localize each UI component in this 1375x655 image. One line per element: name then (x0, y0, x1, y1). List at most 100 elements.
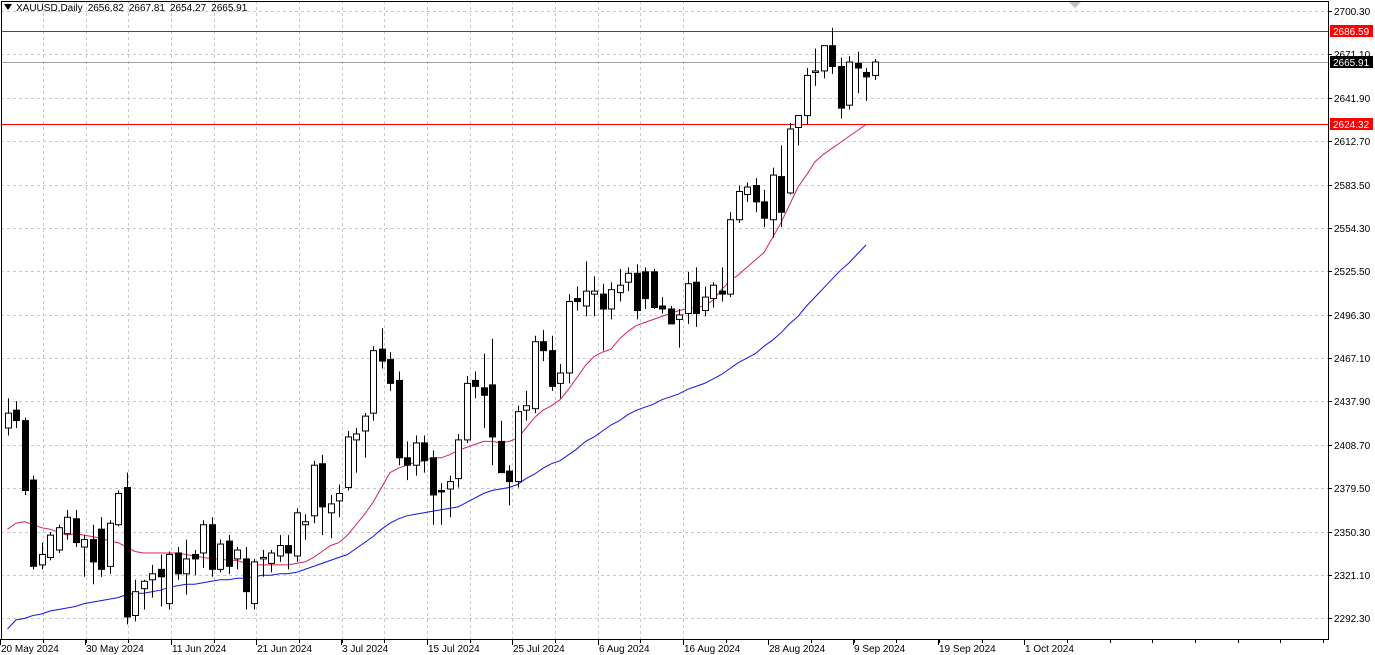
candle (107, 520, 114, 574)
candle-body-bull (710, 284, 717, 300)
candle (523, 390, 530, 421)
price-tags: 2686.59 2624.32 2665.91 (1330, 25, 1373, 131)
candle (855, 51, 862, 94)
candle-body-bear (498, 440, 505, 474)
candle (642, 267, 649, 309)
candle-body-bear (829, 45, 836, 67)
candle (47, 532, 54, 561)
candle (753, 178, 760, 213)
candle (73, 509, 80, 548)
candle-body-bear (175, 552, 182, 575)
candle-body-bull (795, 115, 802, 128)
symbol-label: XAUUSD,Daily (16, 3, 83, 14)
candle (90, 524, 97, 585)
price-tag-bg (1330, 56, 1373, 68)
x-tick-label: 3 Jul 2024 (342, 644, 389, 655)
candle-body-bear (192, 553, 199, 560)
candle-body-bull (328, 503, 335, 514)
candle (472, 371, 479, 399)
candle (268, 550, 275, 573)
candle-body-bull (370, 350, 377, 414)
candle-body-bear (761, 201, 768, 219)
candle-body-bear (404, 457, 411, 466)
candle-body-bull (812, 70, 819, 73)
candle (549, 335, 556, 391)
price-axis: 2700.30 2671.10 2641.90 2612.70 2583.50 2554.… (1328, 7, 1371, 625)
y-tick-label: 2700.30 (1334, 7, 1371, 18)
candle-body-bear (243, 558, 250, 593)
candle (234, 547, 241, 570)
x-tick-label: 16 Aug 2024 (684, 644, 741, 655)
candle (464, 375, 471, 443)
candle (736, 185, 743, 223)
candle-body-bull (787, 128, 794, 194)
candle (430, 450, 437, 525)
x-tick-label: 25 Jul 2024 (513, 644, 565, 655)
level-price-tag: 2624.32 (1330, 118, 1373, 131)
candle-body-bull (115, 492, 122, 526)
candle-body-bull (413, 442, 420, 466)
candle-body-bear (693, 281, 700, 314)
candle-body-bull (345, 436, 352, 489)
x-tick-label: 15 Jul 2024 (428, 644, 480, 655)
dropdown-triangle-icon[interactable] (4, 4, 12, 10)
candle-body-bear (719, 290, 726, 295)
candle (5, 398, 12, 436)
candle-body-bull (608, 289, 615, 310)
candle-body-bear (574, 298, 581, 303)
candle-body-bear (753, 185, 760, 203)
candle (727, 212, 734, 298)
candle (353, 428, 360, 473)
price-tag-label: 2624.32 (1333, 120, 1370, 131)
candle (744, 182, 751, 202)
candle (812, 48, 819, 86)
candle-body-bear (209, 524, 216, 570)
candle-body-bull (770, 174, 777, 221)
candle-body-bear (549, 350, 556, 387)
candle-body-bear (489, 384, 496, 438)
y-tick-label: 2467.10 (1334, 354, 1371, 365)
candle-body-bull (260, 556, 267, 560)
candle (124, 472, 131, 625)
candle (319, 454, 326, 536)
candle-body-bull (81, 539, 88, 548)
candle-body-bear (430, 457, 437, 496)
candle-body-bull (583, 290, 590, 307)
candle (311, 460, 318, 524)
y-tick-label: 2554.30 (1334, 224, 1371, 235)
candle (702, 286, 709, 317)
y-tick-label: 2496.30 (1334, 311, 1371, 322)
candle-body-bull (200, 524, 207, 554)
candle (328, 494, 335, 539)
candle (285, 535, 292, 570)
x-tick-label: 21 Jun 2024 (257, 644, 312, 655)
current-price-tag: 2665.91 (1330, 56, 1373, 69)
price-tag-label: 2665.91 (1333, 58, 1370, 69)
candle (175, 547, 182, 580)
candle (260, 550, 267, 577)
plot-frame (1, 1, 1329, 640)
candle-body-bull (872, 61, 879, 76)
grid (1, 1, 1328, 639)
symbol-info-line: XAUUSD,Daily 2656.82 2667.81 2654.27 2665.91 (4, 3, 252, 14)
candle-body-bull (455, 439, 462, 480)
y-tick-label: 2583.50 (1334, 181, 1371, 192)
candle (863, 67, 870, 101)
candles (5, 27, 879, 625)
candle-body-bear (863, 71, 870, 78)
shift-marker-icon[interactable] (1069, 2, 1081, 8)
candle (387, 352, 394, 391)
candle-body-bull (166, 553, 173, 605)
candle-body-bear (668, 308, 675, 325)
time-axis: 20 May 2024 30 May 2024 11 Jun 2024 21 Jun … (0, 639, 1324, 655)
candle-body-bear (30, 479, 37, 567)
candle-body-bear (540, 341, 547, 352)
candle-body-bull (149, 573, 156, 581)
candle-body-bull (676, 314, 683, 320)
x-tick-label: 19 Sep 2024 (939, 644, 996, 655)
candle-body-bear (600, 293, 607, 310)
candle (795, 115, 802, 146)
candle (39, 542, 46, 570)
candle-body-bear (472, 379, 479, 387)
candle-body-bull (268, 552, 275, 564)
